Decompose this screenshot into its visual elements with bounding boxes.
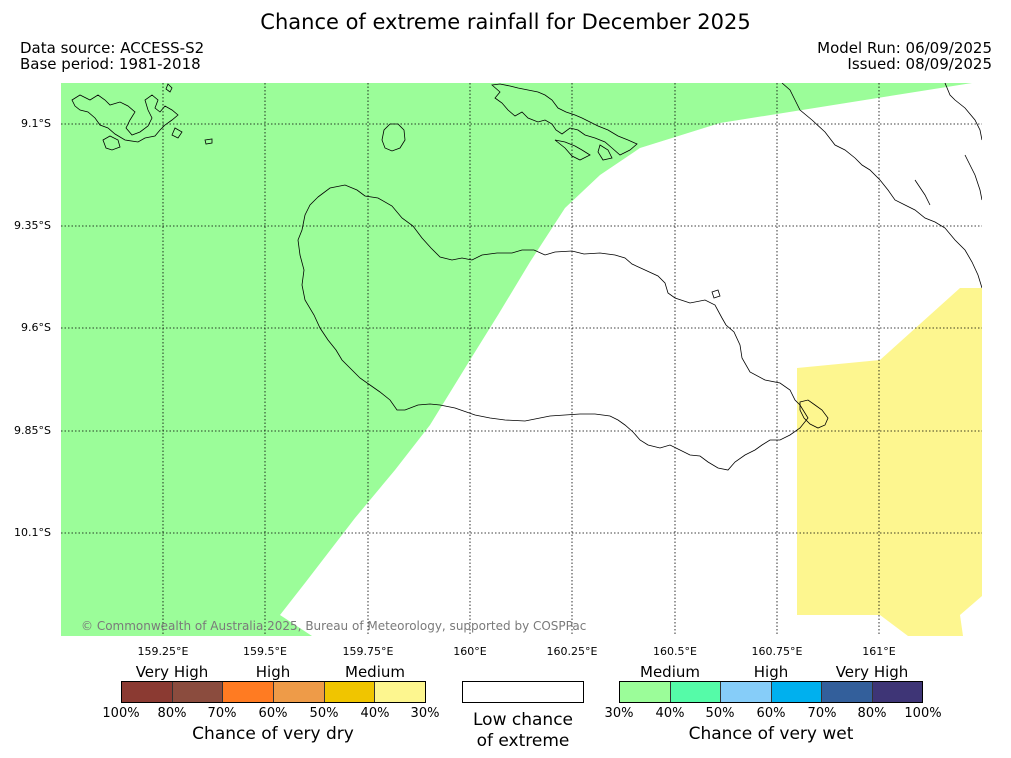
low-chance-label: Low chance of extreme <box>473 710 573 751</box>
copyright-notice: © Commonwealth of Australia 2025, Bureau… <box>81 619 587 633</box>
dry-level-label: High <box>255 663 291 681</box>
dry-percent-label: 50% <box>309 706 339 721</box>
wet-swatch <box>771 682 822 702</box>
issued-date: Issued: 08/09/2025 <box>847 55 992 73</box>
model-run: Model Run: 06/09/2025 <box>817 39 992 57</box>
dry-swatch <box>122 682 173 702</box>
dry-medium-region <box>797 288 982 636</box>
dry-percent-label: 100% <box>102 706 140 721</box>
dry-level-label: Very High <box>135 663 209 681</box>
guadalcanal-coast <box>297 184 809 471</box>
wet-percent-label: 100% <box>904 706 942 721</box>
wet-percent-label: 70% <box>807 706 837 721</box>
map-title: Chance of extreme rainfall for December … <box>260 10 751 34</box>
lat-tick-label: 9.1°S <box>21 117 51 130</box>
coastline <box>71 83 982 471</box>
run-info: Model Run: 06/09/2025 Issued: 08/09/2025 <box>817 40 992 72</box>
lon-tick-label: 160.25°E <box>546 645 598 658</box>
dry-swatch <box>375 682 426 702</box>
dry-scale-title: Chance of very dry <box>192 724 354 744</box>
dry-swatch <box>274 682 325 702</box>
wet-percent-label: 50% <box>705 706 735 721</box>
lon-tick-label: 160.75°E <box>751 645 803 658</box>
lat-tick-label: 9.6°S <box>21 321 51 334</box>
lat-tick-label: 9.85°S <box>14 424 51 437</box>
dry-percent-label: 30% <box>410 706 440 721</box>
wet-colorbar <box>619 681 923 703</box>
lat-tick-label: 9.35°S <box>14 219 51 232</box>
dry-percent-label: 40% <box>360 706 390 721</box>
wet-level-label: Very High <box>835 663 909 681</box>
wet-level-label: High <box>753 663 789 681</box>
dry-percent-label: 70% <box>207 706 237 721</box>
dry-percent-label: 60% <box>258 706 288 721</box>
lon-tick-label: 159.75°E <box>342 645 394 658</box>
wet-swatch <box>620 682 671 702</box>
lon-tick-label: 161°E <box>862 645 896 658</box>
base-period: Base period: 1981-2018 <box>20 55 201 73</box>
wet-scale-title: Chance of very wet <box>688 724 854 744</box>
wet-percent-label: 40% <box>655 706 685 721</box>
lon-tick-label: 160.5°E <box>653 645 697 658</box>
wet-percent-label: 80% <box>857 706 887 721</box>
wet-swatch <box>670 682 721 702</box>
wet-percent-label: 60% <box>756 706 786 721</box>
data-source: Data source: ACCESS-S2 <box>20 39 205 57</box>
savo-coast <box>381 123 406 152</box>
wet-medium-region <box>61 83 972 636</box>
graticule <box>61 83 982 636</box>
marau-islands-coast <box>799 399 829 429</box>
wet-swatch <box>721 682 772 702</box>
wet-percent-label: 30% <box>604 706 634 721</box>
wet-swatch <box>872 682 922 702</box>
lon-tick-label: 159.5°E <box>243 645 287 658</box>
source-info: Data source: ACCESS-S2 Base period: 1981… <box>20 40 204 72</box>
nggela-coast <box>491 83 638 156</box>
russell-islands-coast <box>71 94 179 143</box>
malaita-coast <box>781 83 982 289</box>
wet-level-label: Medium <box>640 663 700 681</box>
dry-swatch <box>324 682 376 702</box>
lon-tick-label: 160°E <box>453 645 487 658</box>
dry-colorbar <box>121 681 426 703</box>
low-chance-swatch <box>462 681 584 703</box>
dry-percent-label: 80% <box>157 706 187 721</box>
dry-swatch <box>223 682 275 702</box>
dry-swatch <box>172 682 224 702</box>
wet-swatch <box>822 682 873 702</box>
lon-tick-label: 159.25°E <box>137 645 189 658</box>
dry-level-label: Medium <box>345 663 405 681</box>
lat-tick-label: 10.1°S <box>14 526 51 539</box>
